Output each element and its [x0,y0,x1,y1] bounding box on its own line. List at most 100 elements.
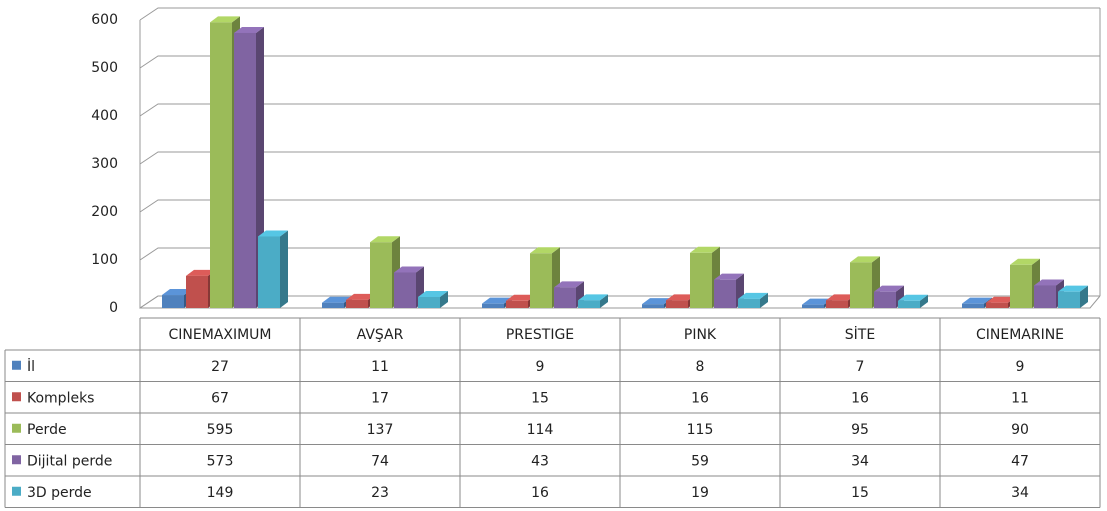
bar-top [394,266,424,273]
table-cell: 11 [1011,390,1029,406]
y-tick-label: 200 [91,204,118,220]
bar-front [578,300,600,308]
bar-front [162,295,184,308]
bar-side [920,294,928,308]
bar [578,294,608,308]
table-cell: 19 [691,485,709,501]
y-tick-label: 500 [91,60,118,76]
grid-line [139,247,1100,261]
bar-top [554,281,584,288]
bar-front [418,296,440,308]
table-cell: 15 [531,390,549,406]
bar-top [642,298,672,305]
table-cell: 95 [851,422,869,438]
bar-front [370,242,392,308]
table-cell: 149 [207,485,234,501]
table-cell: 7 [856,359,865,375]
legend-label: Perde [27,422,67,438]
table-cell: 74 [371,453,389,469]
table-cell: 23 [371,485,389,501]
table-cell: 11 [371,359,389,375]
bar-front [714,279,736,308]
bar-top [898,294,928,301]
bar-front [826,300,848,308]
table-cell: 16 [851,390,869,406]
y-tick-label: 300 [91,156,118,172]
legend-swatch [12,455,21,465]
bar-top [482,297,512,304]
grid-line [139,7,1100,21]
bar-front [1058,291,1080,308]
bar [1058,285,1088,308]
bar-top [850,256,880,263]
axis-wall [139,20,159,309]
table-cell: 67 [211,390,229,406]
table-cell: 114 [527,422,554,438]
bar-top [1058,285,1088,292]
bar-front [346,299,368,308]
legend-label: Dijital perde [27,453,112,469]
bar-top [1034,279,1064,286]
bar-front [898,300,920,308]
bar-front [258,236,280,308]
table-cell: 595 [207,422,234,438]
bar [898,294,928,308]
bar-top [666,294,696,301]
bar-top [322,296,352,303]
legend-swatch [12,392,21,402]
bar-front [850,262,872,308]
bar-top [346,293,376,300]
y-tick-label: 600 [91,12,118,28]
grid-line [139,199,1100,213]
legend-swatch [12,486,21,496]
column-header: AVŞAR [357,327,404,343]
bar-top [530,247,560,254]
y-tick-label: 0 [109,300,118,316]
bar-side [280,230,288,308]
table-cell: 17 [371,390,389,406]
table-cell: 34 [851,453,869,469]
bar-front [1034,285,1056,308]
column-header: SİTE [845,325,875,343]
bar-front [962,303,984,308]
y-tick-label: 400 [91,108,118,124]
bar-front [506,300,528,308]
table-cell: 59 [691,453,709,469]
legend-label: İl [27,357,35,375]
bar-front [690,252,712,308]
column-header: PINK [684,327,717,343]
table-cell: 90 [1011,422,1029,438]
grid-line [139,55,1100,69]
table-cell: 15 [851,485,869,501]
bar [738,292,768,308]
bar-front [738,298,760,308]
table-cell: 34 [1011,485,1029,501]
legend-swatch [12,360,21,370]
table-cell: 573 [207,453,234,469]
bar-front [482,303,504,308]
legend-swatch [12,423,21,433]
bar-side [440,290,448,308]
bar-side [600,294,608,308]
bar-top [714,273,744,280]
column-header: CINEMAXIMUM [168,327,271,343]
bar-front [642,304,664,308]
bar-front [234,32,256,309]
y-tick-label: 100 [91,252,118,268]
bar-front [802,304,824,308]
bar-top [690,246,720,253]
grid-line [139,103,1100,117]
bar-top [986,296,1016,303]
grid-line [139,295,1100,309]
table-cell: 16 [691,390,709,406]
bar-front [1010,264,1032,308]
bar-top [874,285,904,292]
bar-top [370,236,400,243]
bar-side [760,292,768,308]
legend-label: 3D perde [27,485,92,501]
grid-line [139,151,1100,165]
bar-top [802,298,832,305]
bar-front [186,275,208,308]
legend-label: Kompleks [27,390,94,406]
table-cell: 137 [367,422,394,438]
